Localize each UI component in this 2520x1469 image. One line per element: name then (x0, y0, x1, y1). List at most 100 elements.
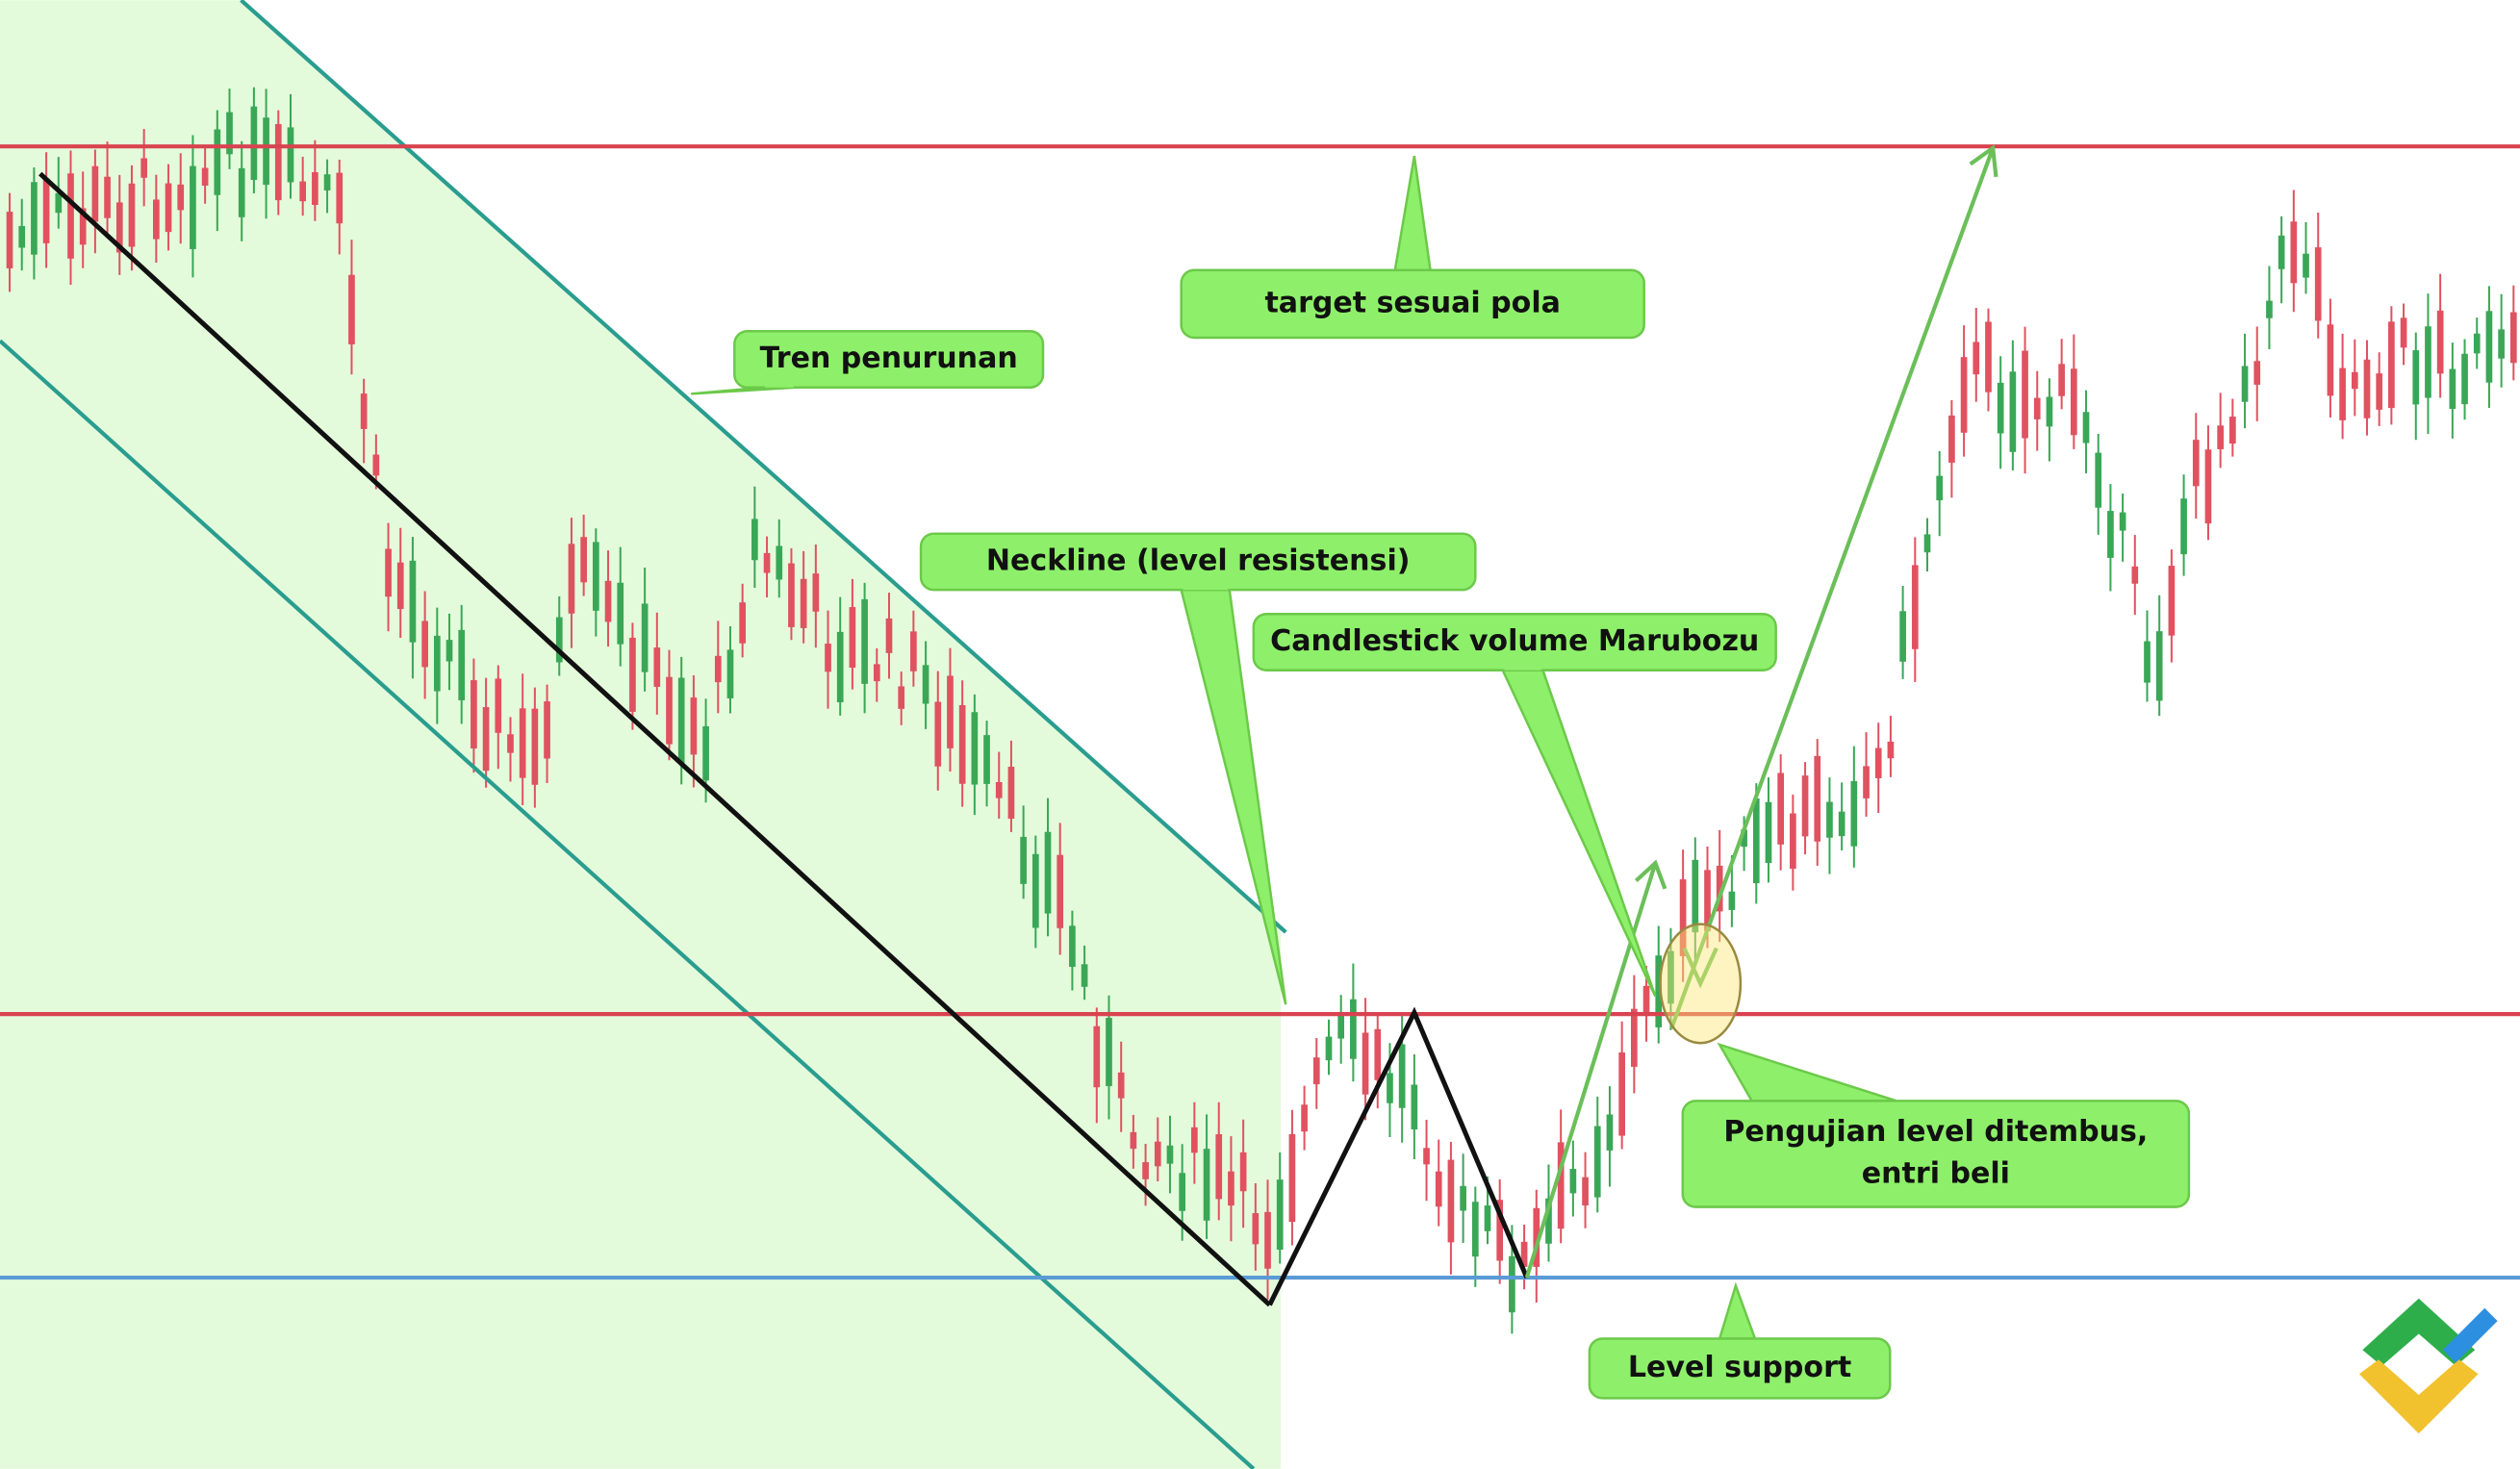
callout-box (1681, 1100, 2191, 1208)
candle-body (2266, 300, 2273, 318)
candle-body (2498, 329, 2505, 359)
candle-body (898, 686, 905, 709)
candle-body (372, 454, 380, 476)
callout-cover (1720, 1340, 1754, 1344)
candle-body (776, 545, 783, 580)
callout-cover (1183, 586, 1229, 591)
candle-body (1362, 1032, 1369, 1095)
candle-body (336, 172, 344, 224)
candle-body (1288, 1133, 1296, 1223)
candle-body (592, 542, 599, 611)
candle-body (1203, 1149, 1210, 1221)
candle-body (115, 202, 123, 253)
candle-body (1887, 741, 1895, 759)
candle-body (274, 123, 282, 201)
candle-body (2241, 366, 2249, 402)
candle-body (2509, 312, 2517, 364)
callout-text: Candlestick volume Marubozu (1270, 624, 1759, 658)
candle-body (2058, 364, 2065, 396)
candle-body (666, 676, 673, 745)
candle-body (445, 640, 453, 662)
candle-body (873, 664, 880, 682)
candle-body (1337, 1015, 1345, 1039)
candle-body (555, 617, 563, 663)
callout-cover (765, 384, 795, 388)
candle-body (885, 618, 893, 653)
candle-body (1509, 1255, 1515, 1313)
candle-body (409, 560, 417, 643)
candle-body (1484, 1205, 1491, 1231)
candle-body (1374, 1028, 1382, 1080)
candle-body (934, 701, 942, 767)
candle-body (1007, 767, 1015, 820)
candles (6, 87, 2517, 1334)
candle-body (1985, 321, 1992, 393)
arrow (1524, 862, 1658, 1279)
candle-body (1301, 1104, 1308, 1132)
candle-body (433, 635, 441, 692)
candle-body (1447, 1159, 1455, 1243)
candle-body (1533, 1207, 1540, 1267)
candle-body (1520, 1241, 1528, 1267)
candle-body (641, 603, 649, 672)
candle-body (104, 176, 111, 218)
candle-body (690, 697, 698, 755)
candle-body (519, 708, 526, 778)
candle-body (1911, 565, 1919, 649)
candle-body (2400, 317, 2407, 348)
candle-body (2449, 368, 2456, 410)
candle-body (531, 708, 539, 785)
candle-body (971, 712, 979, 785)
candle-body (1166, 1145, 1174, 1164)
candle-body (18, 225, 26, 248)
callout-text: target sesuai pola (1264, 286, 1560, 319)
candle-body (2168, 566, 2176, 636)
candle-body (1618, 1052, 1625, 1136)
candle-body (495, 678, 502, 733)
candle-body (6, 212, 13, 268)
arrow-head (1634, 859, 1667, 890)
candle-body (1044, 831, 1052, 914)
candle-body (471, 680, 477, 749)
highlight-circle (1659, 923, 1743, 1045)
candle-body (42, 178, 50, 243)
candle-body (1557, 1142, 1565, 1229)
candle-body (1765, 801, 1772, 864)
callout-text: Tren penurunan (760, 342, 1018, 375)
candle-body (1264, 1211, 1271, 1269)
candle-body (250, 106, 258, 181)
candle-body (763, 552, 771, 573)
candle-body (1350, 999, 1357, 1059)
candle-body (1790, 813, 1796, 870)
candle-body (947, 675, 954, 748)
candle-body (1106, 1018, 1112, 1087)
candle-body (1667, 950, 1674, 1004)
callout-cover (1396, 271, 1429, 275)
candle-body (2327, 324, 2334, 396)
callout-box (733, 330, 1045, 389)
candle-body (983, 735, 990, 784)
candle-body (1692, 859, 1699, 933)
candle-body (1228, 1171, 1235, 1206)
candle-body (2303, 253, 2309, 278)
candle-body (67, 173, 74, 259)
candle-body (1606, 1114, 1614, 1151)
candle-body (922, 665, 929, 704)
candle-body (2217, 425, 2225, 449)
candle-body (1874, 747, 1882, 778)
candle-body (1838, 811, 1845, 837)
candle-body (1239, 1152, 1247, 1192)
candle-body (348, 274, 355, 344)
candle-body (2180, 498, 2187, 555)
candle-body (2253, 361, 2261, 385)
candle-body (836, 631, 844, 703)
candle-body (2436, 310, 2444, 374)
candle-body (604, 580, 612, 622)
candle-body (2192, 440, 2200, 487)
candle-body (421, 621, 428, 668)
candle-body (299, 181, 307, 202)
candle-body (739, 602, 747, 644)
candle-body (31, 182, 38, 255)
callout-cover (1753, 1102, 1896, 1106)
